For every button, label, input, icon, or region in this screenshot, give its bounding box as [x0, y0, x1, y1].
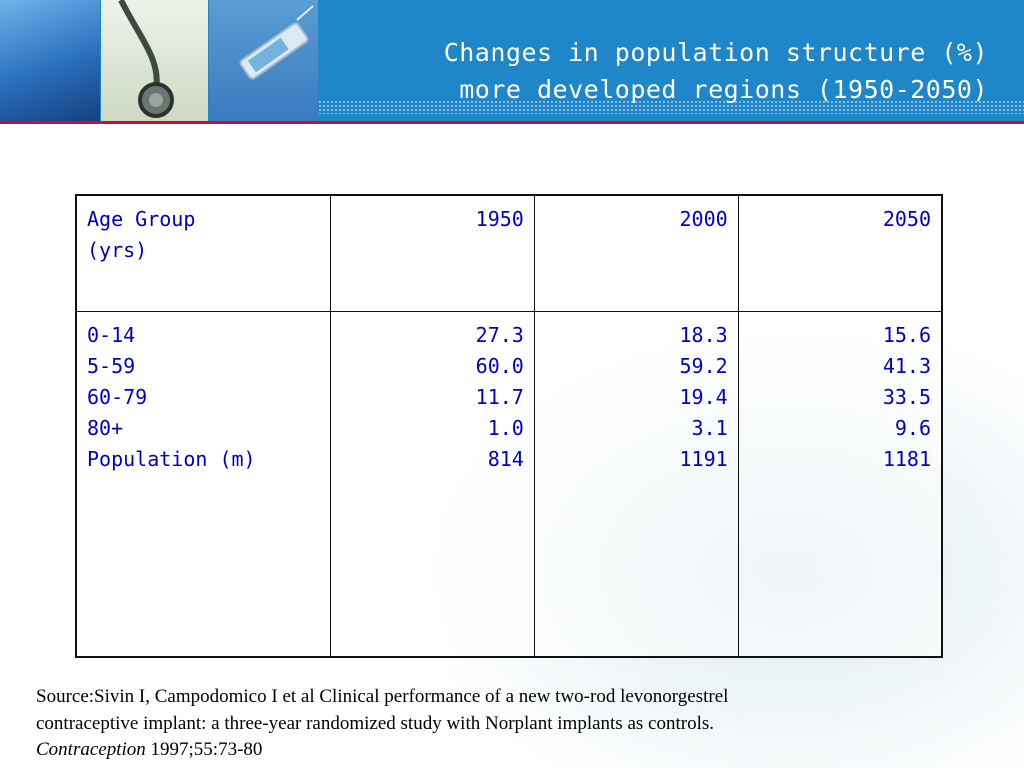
journal-name: Contraception	[36, 739, 146, 760]
value: 60.0	[475, 353, 524, 378]
values-2050-cell: 15.6 41.3 33.5 9.6 1181	[737, 310, 943, 658]
stethoscope-icon	[118, 0, 174, 118]
row-label: 60-79	[87, 384, 148, 409]
header-label-line-2: (yrs)	[87, 238, 148, 262]
value: 1181	[882, 446, 931, 471]
values-2000-cell: 18.3 59.2 19.4 3.1 1191	[533, 310, 739, 658]
header-photo-strip	[0, 0, 318, 121]
source-citation: Source:Sivin I, Campodomico I et al Clin…	[36, 684, 936, 764]
header-dot-pattern	[318, 100, 1024, 114]
header-red-rule	[0, 121, 1024, 124]
value: 814	[487, 446, 524, 471]
header-label-line-1: Age Group	[87, 207, 196, 231]
title-line-2: more developed regions (1950-2050)	[459, 75, 988, 104]
header-cell-1950: 1950	[330, 194, 535, 312]
journal-citation: 1997;55:73-80	[145, 739, 263, 760]
row-label: 0-14	[87, 322, 136, 347]
value: 19.4	[679, 384, 728, 409]
value: 59.2	[679, 353, 728, 378]
value: 1191	[679, 446, 728, 471]
row-label: Population (m)	[87, 446, 256, 471]
syringe-icon	[239, 5, 314, 80]
values-1950-cell: 27.3 60.0 11.7 1.0 814	[330, 310, 535, 658]
value: 3.1	[691, 415, 728, 440]
header-cell-2000: 2000	[533, 194, 739, 312]
header-cell-2050: 2050	[737, 194, 943, 312]
table-header-row: Age Group (yrs) 1950 2000 2050	[75, 194, 943, 312]
row-label: 5-59	[87, 353, 136, 378]
source-line-1: Source:Sivin I, Campodomico I et al Clin…	[36, 686, 729, 707]
value: 9.6	[894, 415, 931, 440]
header-cell-age-group: Age Group (yrs)	[75, 194, 331, 312]
population-table: Age Group (yrs) 1950 2000 2050 0-14 5-59…	[75, 194, 943, 658]
syringe-photo	[209, 0, 318, 121]
table-data-row: 0-14 5-59 60-79 80+ Population (m) 27.3 …	[75, 310, 943, 658]
stethoscope-photo	[101, 0, 208, 121]
slide-title: Changes in population structure (%) more…	[444, 34, 988, 108]
value: 41.3	[882, 353, 931, 378]
medical-photo-blue	[0, 0, 100, 121]
title-line-1: Changes in population structure (%)	[443, 38, 988, 67]
value: 1.0	[487, 415, 524, 440]
header-band: Changes in population structure (%) more…	[0, 0, 1024, 121]
value: 11.7	[475, 384, 524, 409]
value: 18.3	[679, 322, 728, 347]
source-line-2: contraceptive implant: a three-year rand…	[36, 712, 714, 734]
value: 27.3	[475, 322, 524, 347]
source-line-3: Contraception 1997;55:73-80	[36, 737, 936, 764]
value: 15.6	[882, 322, 931, 347]
value: 33.5	[882, 384, 931, 409]
row-label: 80+	[87, 415, 124, 440]
row-labels-cell: 0-14 5-59 60-79 80+ Population (m)	[75, 310, 331, 658]
